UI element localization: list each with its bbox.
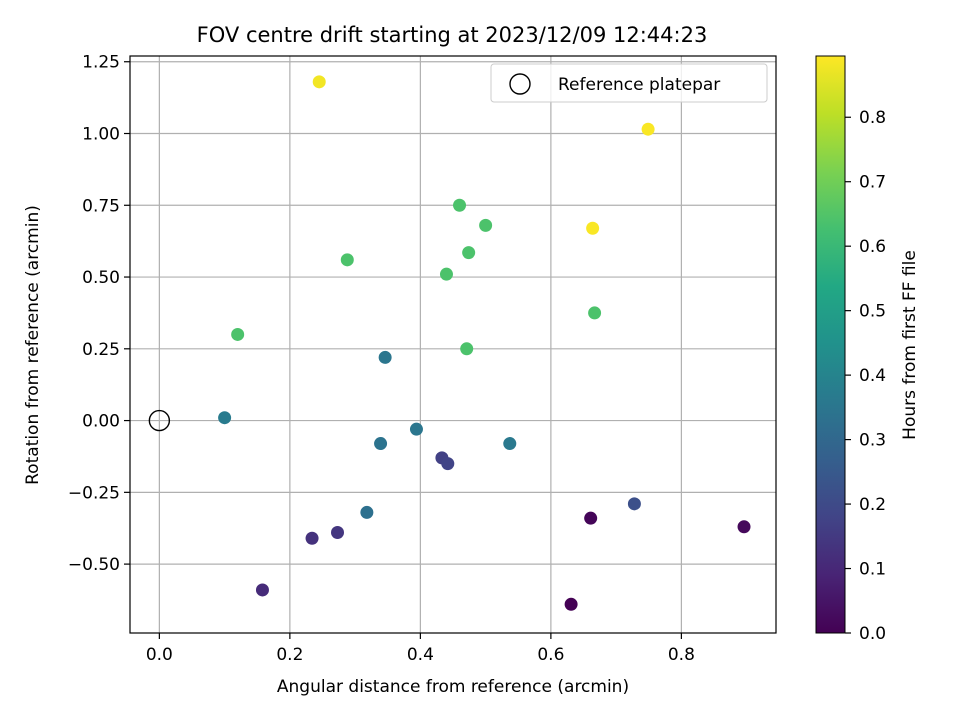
legend-label-reference: Reference platepar <box>558 75 720 95</box>
plot-frame <box>129 55 777 634</box>
x-tick-label: 0.8 <box>668 645 695 665</box>
legend-box <box>490 63 768 103</box>
scatter-point <box>460 342 474 356</box>
x-axis-label: Angular distance from reference (arcmin) <box>277 677 629 697</box>
x-tick-label: 0.6 <box>537 645 564 665</box>
y-tick-label: 0.75 <box>82 196 120 216</box>
scatter-point <box>503 437 517 451</box>
x-tick-label: 0.4 <box>407 645 434 665</box>
colorbar-gradient <box>815 55 846 634</box>
y-axis-label: Rotation from reference (arcmin) <box>23 205 43 485</box>
scatter-point <box>218 411 232 425</box>
scatter-point <box>564 597 578 611</box>
scatter-point <box>479 218 493 232</box>
scatter-point <box>360 505 374 519</box>
scatter-point <box>627 497 641 511</box>
chart-title: FOV centre drift starting at 2023/12/09 … <box>197 23 708 47</box>
legend: Reference platepar <box>490 63 768 103</box>
scatter-point <box>378 350 392 364</box>
colorbar-tick-label: 0.5 <box>859 302 886 322</box>
colorbar: 0.0 0.1 0.2 0.3 0.4 0.5 0.6 0.7 0.8 Hours from f… <box>815 55 920 644</box>
scatter-point <box>641 122 655 136</box>
x-tick-label: 0.2 <box>276 645 303 665</box>
y-axis: −0.50 −0.25 0.00 0.25 0.50 0.75 1.00 1.25 <box>68 53 130 575</box>
colorbar-tick-label: 0.1 <box>859 560 886 580</box>
colorbar-tick-label: 0.7 <box>859 173 886 193</box>
scatter-point <box>231 327 245 341</box>
data-points <box>218 75 751 611</box>
scatter-point <box>340 253 354 267</box>
y-tick-label: 0.50 <box>82 268 120 288</box>
y-tick-label: 1.00 <box>82 125 120 145</box>
x-tick-label: 0.0 <box>146 645 173 665</box>
scatter-point <box>409 422 423 436</box>
colorbar-tick-label: 0.0 <box>859 624 886 644</box>
scatter-point <box>737 520 751 534</box>
scatter-point <box>462 246 476 260</box>
scatter-point <box>588 306 602 320</box>
colorbar-tick-label: 0.8 <box>859 108 886 128</box>
y-tick-label: −0.25 <box>68 483 120 503</box>
grid <box>130 56 776 633</box>
scatter-point <box>586 221 600 235</box>
colorbar-tick-label: 0.4 <box>859 366 886 386</box>
scatter-point <box>584 511 598 525</box>
y-tick-label: −0.50 <box>68 555 120 575</box>
scatter-point <box>331 526 345 540</box>
reference-point-marker <box>148 409 171 432</box>
scatter-point <box>439 267 453 281</box>
scatter-point <box>453 198 467 212</box>
colorbar-ticks: 0.0 0.1 0.2 0.3 0.4 0.5 0.6 0.7 0.8 <box>845 108 886 644</box>
scatter-point <box>312 75 326 89</box>
x-axis: 0.0 0.2 0.4 0.6 0.8 <box>146 633 695 665</box>
colorbar-label: Hours from first FF file <box>900 250 920 440</box>
scatter-point <box>441 457 455 471</box>
colorbar-tick-label: 0.6 <box>859 237 886 257</box>
y-tick-label: 0.25 <box>82 340 120 360</box>
y-tick-label: 1.25 <box>82 53 120 73</box>
colorbar-tick-label: 0.3 <box>859 431 886 451</box>
scatter-point <box>255 583 269 597</box>
scatter-point <box>305 531 319 545</box>
colorbar-tick-label: 0.2 <box>859 495 886 515</box>
y-tick-label: 0.00 <box>82 412 120 432</box>
scatter-point <box>374 437 388 451</box>
legend-marker-reference <box>509 73 531 95</box>
